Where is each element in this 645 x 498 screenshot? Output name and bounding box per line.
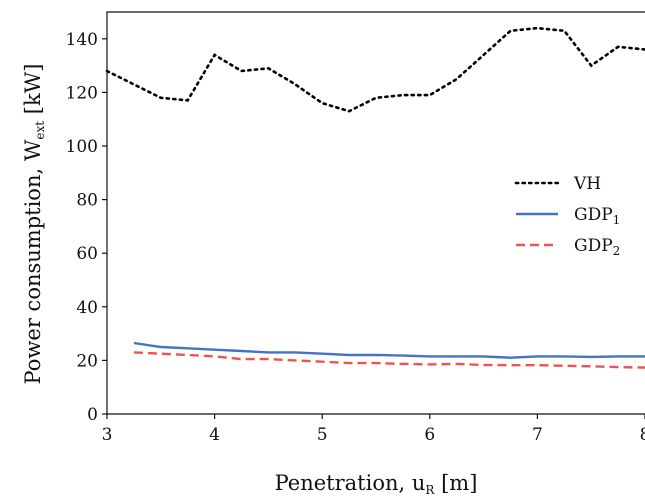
axes-frame [106,11,645,415]
x-axis-ticks: 3 4 5 6 7 8 [102,414,645,445]
y-axis-label: Power consumption, Wext [kW] [21,64,47,385]
x-tick-label: 3 [102,425,113,445]
series-lines [105,26,645,369]
legend-label: GDP2 [574,236,620,258]
y-tick-label: 20 [76,351,98,371]
legend-label: GDP1 [574,205,620,227]
y-tick-label: 0 [87,405,98,425]
plot-area [106,11,645,415]
x-tick-label: 8 [640,425,645,445]
x-tick-label: 7 [532,425,543,445]
y-axis-ticks: 0 20 40 60 80 100 120 140 [66,30,107,425]
series-line-vh [105,26,645,113]
x-tick-label: 5 [317,425,328,445]
x-tick-label: 4 [209,425,220,445]
x-axis-label: Penetration, uR [m] [275,471,478,497]
y-tick-label: 140 [66,30,98,50]
legend-label: VH [573,174,601,194]
series-line-gdp1 [133,341,645,359]
y-tick-label: 120 [66,83,98,103]
y-tick-label: 60 [76,244,98,264]
y-tick-label: 40 [76,298,98,318]
legend: VH GDP1 GDP2 [514,174,620,258]
x-tick-label: 6 [424,425,435,445]
y-tick-label: 80 [76,191,98,211]
series-line-gdp2 [133,351,645,369]
y-tick-label: 100 [66,137,98,157]
